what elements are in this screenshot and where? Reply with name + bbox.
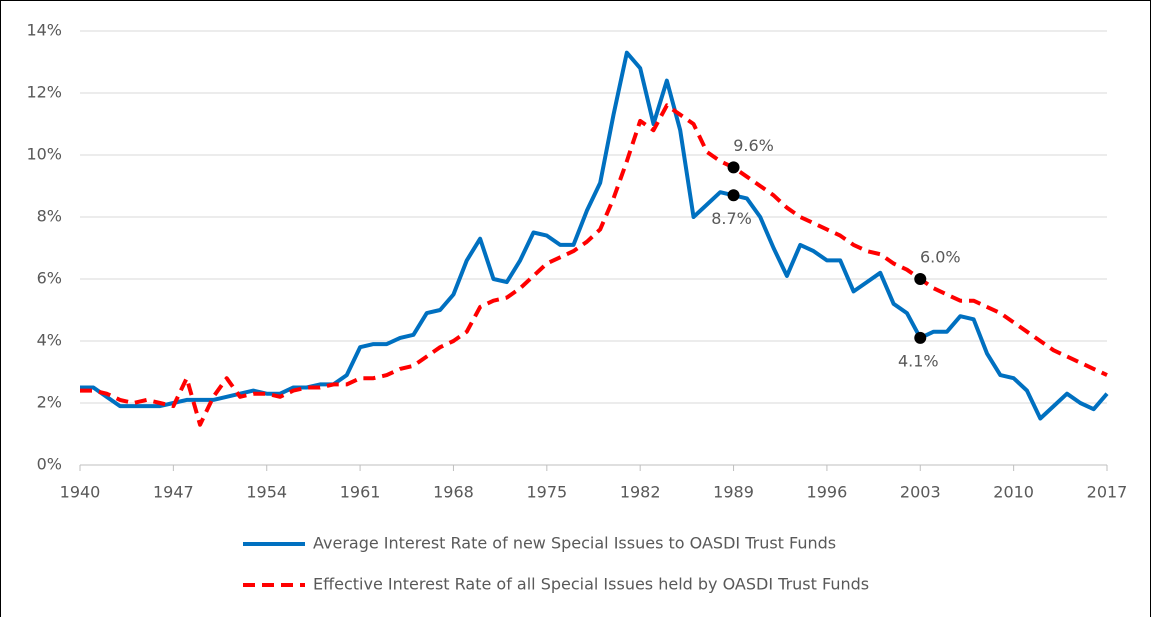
- x-tick-label: 1968: [433, 483, 474, 502]
- x-tick-label: 1947: [153, 483, 194, 502]
- y-tick-label: 14%: [26, 21, 62, 40]
- data-point: [914, 331, 927, 344]
- x-tick-label: 2010: [993, 483, 1034, 502]
- x-tick-label: 1975: [526, 483, 567, 502]
- x-tick-label: 1954: [246, 483, 287, 502]
- legend-label: Average Interest Rate of new Special Iss…: [313, 534, 836, 553]
- x-tick-label: 2003: [900, 483, 941, 502]
- y-tick-label: 8%: [37, 207, 62, 226]
- x-tick-label: 1989: [713, 483, 754, 502]
- data-label: 9.6%: [733, 136, 774, 155]
- y-tick-label: 2%: [37, 393, 62, 412]
- x-tick-label: 1961: [340, 483, 381, 502]
- series-line: [80, 50, 1109, 421]
- y-tick-label: 0%: [37, 455, 62, 474]
- data-point: [727, 189, 740, 202]
- data-label: 4.1%: [898, 351, 939, 370]
- x-tick-label: 1996: [807, 483, 848, 502]
- x-tick-label: 2017: [1087, 483, 1128, 502]
- x-tick-label: 1940: [60, 483, 101, 502]
- data-label: 8.7%: [711, 209, 752, 228]
- y-tick-label: 12%: [26, 83, 62, 102]
- data-point: [727, 161, 740, 174]
- data-label: 6.0%: [920, 248, 961, 267]
- legend-label: Effective Interest Rate of all Special I…: [313, 575, 869, 594]
- series-line: [80, 103, 1108, 427]
- y-tick-label: 6%: [37, 269, 62, 288]
- x-tick-label: 1982: [620, 483, 661, 502]
- y-tick-label: 10%: [26, 145, 62, 164]
- y-tick-label: 4%: [37, 331, 62, 350]
- data-point: [914, 273, 927, 285]
